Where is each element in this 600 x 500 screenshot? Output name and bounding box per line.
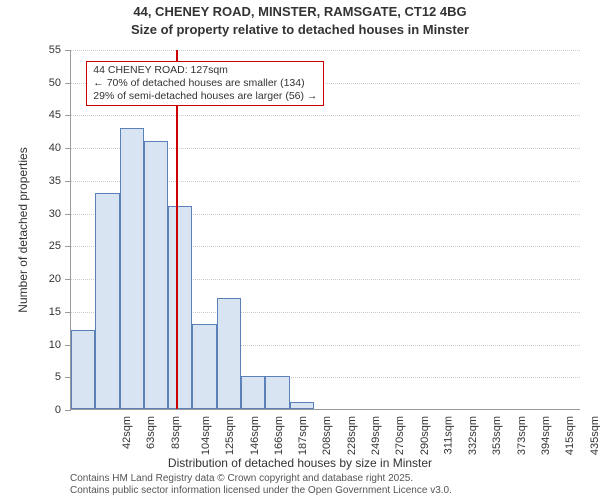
x-tick-label: 125sqm — [224, 416, 236, 455]
bar — [192, 324, 216, 409]
footnote-line-1: Contains HM Land Registry data © Crown c… — [70, 473, 452, 485]
x-tick-label: 228sqm — [346, 416, 358, 455]
y-tick-label: 35 — [49, 175, 61, 187]
y-tick — [65, 50, 71, 51]
annotation-line-1: 44 CHENEY ROAD: 127sqm — [93, 64, 317, 77]
footnote-line-2: Contains public sector information licen… — [70, 485, 452, 497]
x-tick-label: 415sqm — [564, 416, 576, 455]
y-tick-label: 55 — [49, 44, 61, 56]
x-tick-label: 311sqm — [442, 416, 454, 454]
x-tick-label: 146sqm — [249, 416, 261, 455]
y-tick — [65, 115, 71, 116]
chart-title-line2: Size of property relative to detached ho… — [0, 22, 600, 37]
bar — [265, 376, 289, 409]
chart-container: 44, CHENEY ROAD, MINSTER, RAMSGATE, CT12… — [0, 0, 600, 500]
gridline — [71, 50, 580, 51]
x-tick-label: 249sqm — [370, 416, 382, 455]
bar — [217, 298, 241, 409]
y-tick-label: 45 — [49, 109, 61, 121]
footnote: Contains HM Land Registry data © Crown c… — [70, 473, 452, 496]
x-tick-label: 83sqm — [170, 416, 182, 449]
y-tick — [65, 246, 71, 247]
y-tick-label: 50 — [49, 77, 61, 89]
x-tick-label: 42sqm — [121, 416, 133, 449]
y-axis-label: Number of detached properties — [16, 147, 30, 312]
chart-title-line1: 44, CHENEY ROAD, MINSTER, RAMSGATE, CT12… — [0, 4, 600, 19]
x-tick-label: 373sqm — [516, 416, 528, 455]
x-tick-label: 187sqm — [297, 416, 309, 455]
plot-area: 051015202530354045505542sqm63sqm83sqm104… — [70, 50, 580, 410]
x-tick-label: 332sqm — [467, 416, 479, 455]
y-tick-label: 10 — [49, 339, 61, 351]
y-tick — [65, 214, 71, 215]
y-tick — [65, 410, 71, 411]
x-tick-label: 166sqm — [273, 416, 285, 455]
y-tick — [65, 279, 71, 280]
x-tick-label: 104sqm — [200, 416, 212, 455]
gridline — [71, 115, 580, 116]
annotation-box: 44 CHENEY ROAD: 127sqm ← 70% of detached… — [86, 61, 324, 106]
bar — [241, 376, 265, 409]
y-tick-label: 0 — [55, 404, 61, 416]
bar — [144, 141, 168, 409]
x-tick-label: 208sqm — [322, 416, 334, 455]
bar — [71, 330, 95, 409]
y-tick-label: 20 — [49, 273, 61, 285]
x-tick-label: 270sqm — [394, 416, 406, 455]
y-tick — [65, 181, 71, 182]
y-tick — [65, 312, 71, 313]
x-tick-label: 394sqm — [540, 416, 552, 455]
x-axis-label: Distribution of detached houses by size … — [0, 456, 600, 470]
x-tick-label: 435sqm — [589, 416, 600, 455]
y-tick — [65, 83, 71, 84]
y-tick-label: 15 — [49, 306, 61, 318]
bar — [168, 206, 192, 409]
bar — [290, 402, 314, 409]
y-tick-label: 40 — [49, 142, 61, 154]
bar — [95, 193, 119, 409]
x-tick-label: 63sqm — [145, 416, 157, 449]
y-tick-label: 25 — [49, 240, 61, 252]
y-tick — [65, 148, 71, 149]
annotation-line-2: ← 70% of detached houses are smaller (13… — [93, 77, 317, 90]
y-tick-label: 5 — [55, 371, 61, 383]
y-tick-label: 30 — [49, 208, 61, 220]
bar — [120, 128, 144, 409]
x-tick-label: 353sqm — [492, 416, 504, 455]
annotation-line-3: 29% of semi-detached houses are larger (… — [93, 90, 317, 103]
x-tick-label: 290sqm — [419, 416, 431, 455]
